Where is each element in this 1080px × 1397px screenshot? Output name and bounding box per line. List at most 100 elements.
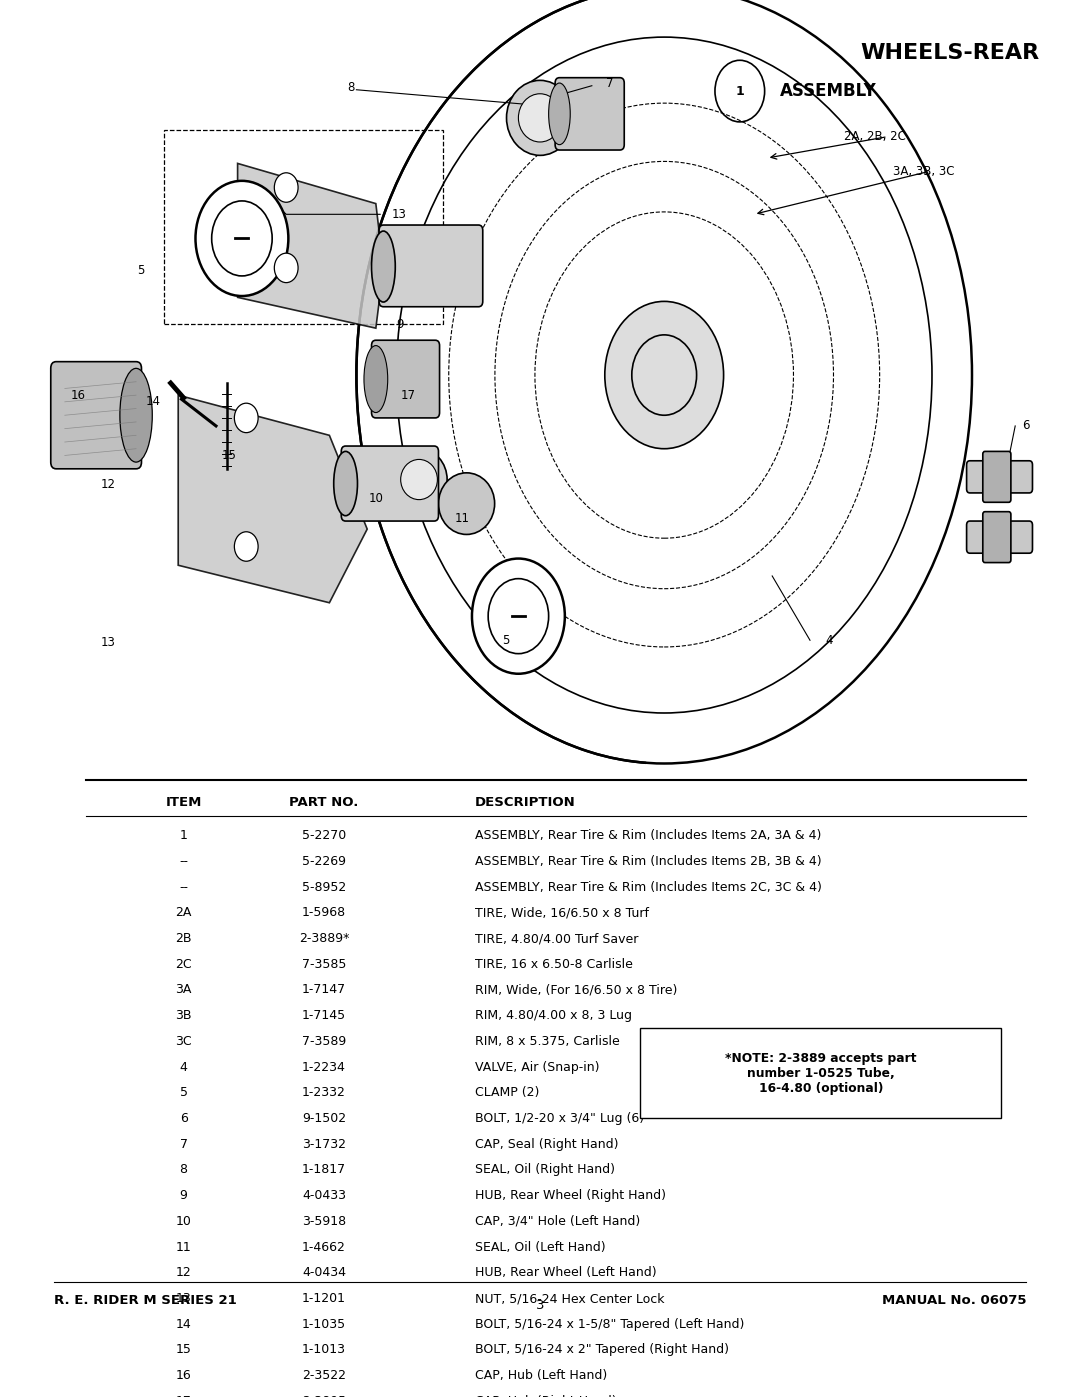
FancyBboxPatch shape <box>341 446 438 521</box>
Text: 8: 8 <box>348 81 354 94</box>
Text: 4: 4 <box>826 634 833 647</box>
Ellipse shape <box>334 451 357 515</box>
Text: 13: 13 <box>100 637 116 650</box>
Text: 5-2269: 5-2269 <box>302 855 346 868</box>
Text: 1-2234: 1-2234 <box>302 1060 346 1073</box>
Text: 1-1035: 1-1035 <box>302 1317 346 1331</box>
FancyBboxPatch shape <box>640 1028 1001 1119</box>
Text: 11: 11 <box>176 1241 191 1253</box>
Text: 4-0434: 4-0434 <box>302 1266 346 1280</box>
Text: RIM, 4.80/4.00 x 8, 3 Lug: RIM, 4.80/4.00 x 8, 3 Lug <box>475 1009 632 1023</box>
Text: CAP, 3/4" Hole (Left Hand): CAP, 3/4" Hole (Left Hand) <box>475 1215 640 1228</box>
Text: 15: 15 <box>176 1344 191 1356</box>
FancyBboxPatch shape <box>372 341 440 418</box>
Text: 2A: 2A <box>175 907 192 919</box>
Text: BOLT, 5/16-24 x 1-5/8" Tapered (Left Hand): BOLT, 5/16-24 x 1-5/8" Tapered (Left Han… <box>475 1317 744 1331</box>
Text: 8: 8 <box>179 1164 188 1176</box>
Text: 14: 14 <box>146 395 161 408</box>
Text: 9-1502: 9-1502 <box>302 1112 346 1125</box>
Text: 1-4662: 1-4662 <box>302 1241 346 1253</box>
Text: 16: 16 <box>70 388 85 402</box>
Text: R. E. RIDER M SERIES 21: R. E. RIDER M SERIES 21 <box>54 1294 237 1308</box>
Text: 3-1732: 3-1732 <box>302 1137 346 1151</box>
FancyBboxPatch shape <box>555 78 624 149</box>
Text: 9: 9 <box>179 1189 188 1203</box>
Text: --: -- <box>179 880 188 894</box>
Ellipse shape <box>549 82 570 145</box>
Text: 2B: 2B <box>175 932 192 944</box>
Text: 10: 10 <box>176 1215 191 1228</box>
Text: SEAL, Oil (Right Hand): SEAL, Oil (Right Hand) <box>475 1164 616 1176</box>
Text: 7-3589: 7-3589 <box>302 1035 346 1048</box>
Ellipse shape <box>364 345 388 412</box>
Text: 3-5918: 3-5918 <box>302 1215 346 1228</box>
Polygon shape <box>238 163 383 328</box>
Text: DESCRIPTION: DESCRIPTION <box>475 796 576 809</box>
Text: 2A, 2B, 2C: 2A, 2B, 2C <box>843 130 906 142</box>
Circle shape <box>234 532 258 562</box>
Text: CLAMP (2): CLAMP (2) <box>475 1087 540 1099</box>
Text: 5: 5 <box>179 1087 188 1099</box>
Text: HUB, Rear Wheel (Left Hand): HUB, Rear Wheel (Left Hand) <box>475 1266 657 1280</box>
Circle shape <box>472 559 565 673</box>
Text: 12: 12 <box>176 1266 191 1280</box>
Text: 2-3522: 2-3522 <box>302 1369 346 1382</box>
Text: 11: 11 <box>455 511 470 525</box>
Text: 17: 17 <box>401 388 416 402</box>
Ellipse shape <box>438 472 495 535</box>
Text: 1-1013: 1-1013 <box>302 1344 346 1356</box>
Text: --: -- <box>179 855 188 868</box>
Ellipse shape <box>507 81 573 155</box>
Text: ITEM: ITEM <box>165 796 202 809</box>
Text: 15: 15 <box>221 448 237 462</box>
Ellipse shape <box>401 460 437 500</box>
Polygon shape <box>178 395 367 602</box>
Text: 1-1201: 1-1201 <box>302 1292 346 1305</box>
Text: SEAL, Oil (Left Hand): SEAL, Oil (Left Hand) <box>475 1241 606 1253</box>
Text: BOLT, 1/2-20 x 3/4" Lug (6): BOLT, 1/2-20 x 3/4" Lug (6) <box>475 1112 645 1125</box>
Text: ASSEMBLY, Rear Tire & Rim (Includes Items 2C, 3C & 4): ASSEMBLY, Rear Tire & Rim (Includes Item… <box>475 880 822 894</box>
Text: *NOTE: 2-3889 accepts part
number 1-0525 Tube,
16-4.80 (optional): *NOTE: 2-3889 accepts part number 1-0525… <box>725 1052 917 1095</box>
Text: BOLT, 5/16-24 x 2" Tapered (Right Hand): BOLT, 5/16-24 x 2" Tapered (Right Hand) <box>475 1344 729 1356</box>
Text: 3C: 3C <box>175 1035 192 1048</box>
Text: 17: 17 <box>176 1396 191 1397</box>
Circle shape <box>605 302 724 448</box>
Text: 1: 1 <box>735 85 744 98</box>
Ellipse shape <box>120 369 152 462</box>
Text: 2C: 2C <box>175 958 192 971</box>
Text: 5: 5 <box>137 264 144 277</box>
FancyBboxPatch shape <box>379 225 483 307</box>
Text: 14: 14 <box>176 1317 191 1331</box>
Text: 5-8952: 5-8952 <box>302 880 346 894</box>
Bar <box>164 130 443 324</box>
Text: 6: 6 <box>1023 419 1029 433</box>
FancyBboxPatch shape <box>51 362 141 469</box>
Text: 16: 16 <box>176 1369 191 1382</box>
Text: ASSEMBLY, Rear Tire & Rim (Includes Items 2B, 3B & 4): ASSEMBLY, Rear Tire & Rim (Includes Item… <box>475 855 822 868</box>
Circle shape <box>195 180 288 296</box>
Text: 7: 7 <box>179 1137 188 1151</box>
Text: 7: 7 <box>607 77 613 89</box>
Text: ASSEMBLY: ASSEMBLY <box>780 82 877 101</box>
Text: VALVE, Air (Snap-in): VALVE, Air (Snap-in) <box>475 1060 599 1073</box>
Text: 5: 5 <box>502 634 509 647</box>
Text: 1-7147: 1-7147 <box>302 983 346 996</box>
Text: 13: 13 <box>392 208 407 221</box>
Text: 4-0433: 4-0433 <box>302 1189 346 1203</box>
Text: 1-5968: 1-5968 <box>302 907 346 919</box>
Ellipse shape <box>518 94 562 142</box>
Text: 12: 12 <box>100 478 116 492</box>
Text: RIM, 8 x 5.375, Carlisle: RIM, 8 x 5.375, Carlisle <box>475 1035 620 1048</box>
Text: 2-3895: 2-3895 <box>302 1396 346 1397</box>
Text: ASSEMBLY, Rear Tire & Rim (Includes Items 2A, 3A & 4): ASSEMBLY, Rear Tire & Rim (Includes Item… <box>475 830 822 842</box>
Text: 3A: 3A <box>175 983 192 996</box>
Circle shape <box>234 404 258 433</box>
Text: 10: 10 <box>368 492 383 504</box>
Text: 1-1817: 1-1817 <box>302 1164 346 1176</box>
Text: 9: 9 <box>396 317 403 331</box>
Text: HUB, Rear Wheel (Right Hand): HUB, Rear Wheel (Right Hand) <box>475 1189 666 1203</box>
Circle shape <box>274 173 298 203</box>
Text: CAP, Hub (Left Hand): CAP, Hub (Left Hand) <box>475 1369 607 1382</box>
Text: TIRE, 16 x 6.50-8 Carlisle: TIRE, 16 x 6.50-8 Carlisle <box>475 958 633 971</box>
Text: 7-3585: 7-3585 <box>301 958 347 971</box>
